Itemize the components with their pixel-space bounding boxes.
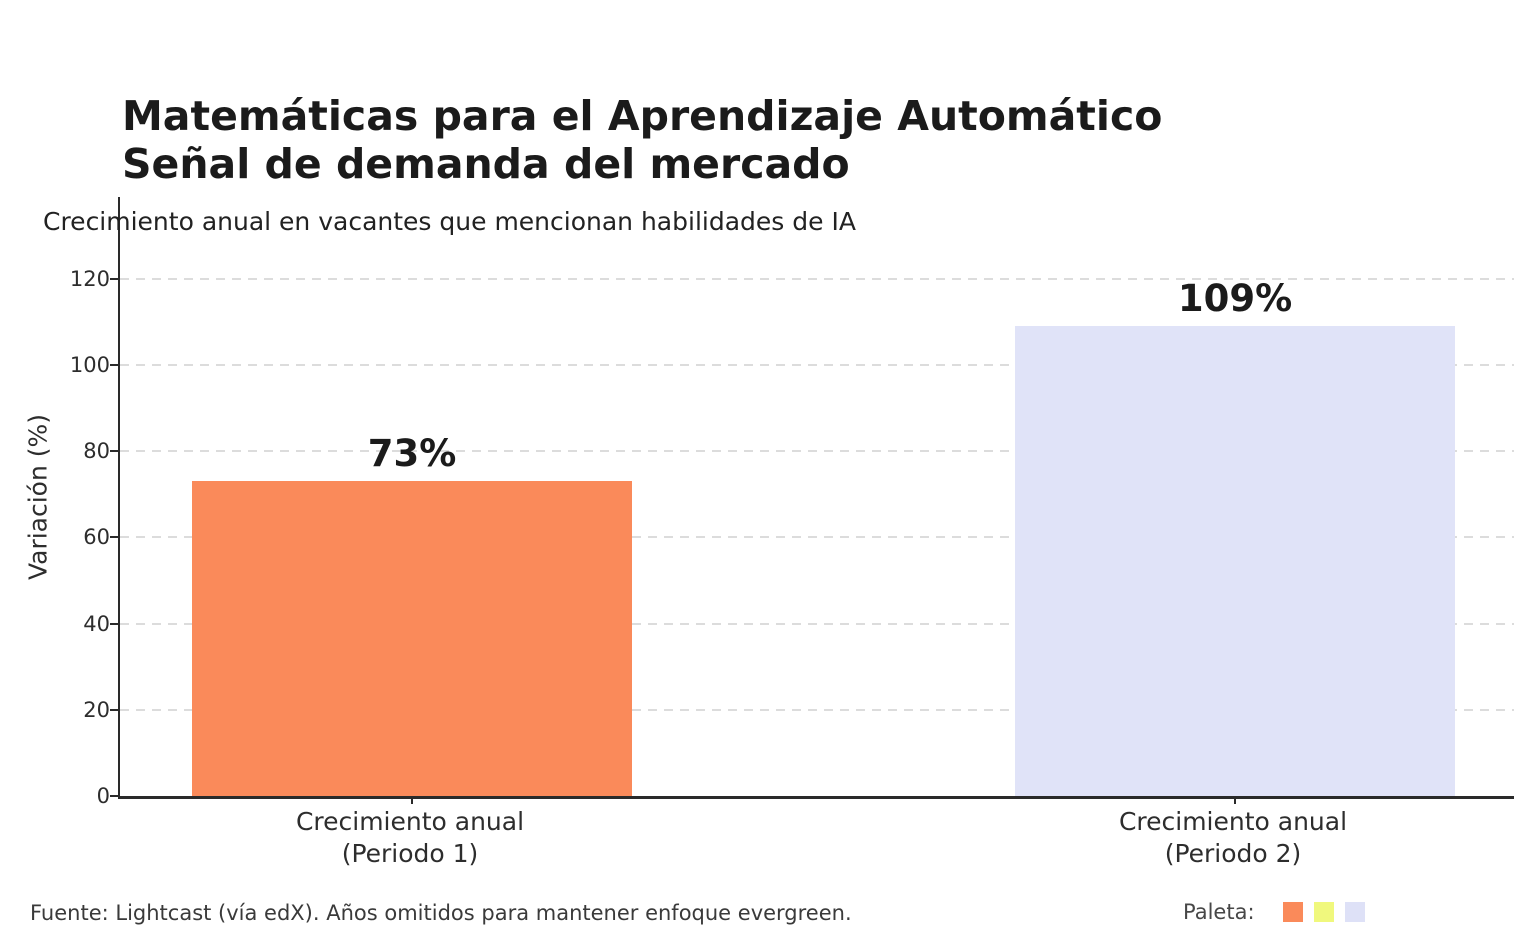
y-tick-mark-40 bbox=[110, 622, 118, 625]
source-note: Fuente: Lightcast (vía edX). Años omitid… bbox=[30, 901, 852, 925]
bar-periodo-1 bbox=[192, 481, 632, 796]
gridline-100 bbox=[120, 364, 1514, 367]
x-tick-mark-1 bbox=[411, 796, 413, 804]
bar-value-label-2: 109% bbox=[1177, 277, 1293, 320]
y-tick-mark-100 bbox=[110, 364, 118, 367]
plot-area: 73% 109% 0 20 40 60 80 100 120 bbox=[70, 197, 1514, 808]
y-tick-mark-120 bbox=[110, 277, 118, 280]
gridline-40 bbox=[120, 622, 1514, 625]
y-tick-label-120: 120 bbox=[69, 266, 110, 291]
bar-periodo-2 bbox=[1015, 326, 1455, 796]
y-tick-mark-0 bbox=[110, 795, 118, 797]
palette-swatches bbox=[1282, 902, 1365, 922]
x-axis-ticks bbox=[120, 796, 1514, 807]
y-tick-label-60: 60 bbox=[83, 525, 110, 550]
gridline-120 bbox=[120, 277, 1514, 280]
palette-swatch-3 bbox=[1344, 902, 1365, 922]
y-tick-label-0: 0 bbox=[96, 784, 110, 808]
y-tick-label-100: 100 bbox=[69, 353, 110, 378]
bar-value-label-1: 73% bbox=[367, 432, 457, 475]
x-tick-label-periodo-2: Crecimiento anual (Periodo 2) bbox=[1118, 807, 1348, 868]
x-tick-label-periodo-1: Crecimiento anual (Periodo 1) bbox=[295, 807, 525, 868]
gridline-20 bbox=[120, 708, 1514, 711]
y-tick-mark-80 bbox=[110, 450, 118, 453]
chart-subtitle: Crecimiento anual en vacantes que mencio… bbox=[43, 207, 856, 236]
palette-swatch-1 bbox=[1282, 902, 1303, 922]
y-axis-ticks: 0 20 40 60 80 100 120 bbox=[0, 197, 118, 808]
y-tick-label-40: 40 bbox=[83, 611, 110, 636]
palette-label: Paleta: bbox=[1183, 900, 1255, 924]
x-tick-mark-2 bbox=[1234, 796, 1236, 804]
palette-swatch-2 bbox=[1313, 902, 1334, 922]
y-axis-title: Variación (%) bbox=[23, 413, 53, 581]
y-tick-mark-60 bbox=[110, 536, 118, 539]
chart-title: Matemáticas para el Aprendizaje Automáti… bbox=[122, 92, 1163, 188]
gridline-60 bbox=[120, 536, 1514, 539]
palette-legend: Paleta: bbox=[1183, 898, 1365, 926]
y-tick-label-80: 80 bbox=[83, 439, 110, 464]
y-tick-label-20: 20 bbox=[83, 697, 110, 722]
gridline-80 bbox=[120, 450, 1514, 453]
y-tick-mark-20 bbox=[110, 708, 118, 711]
